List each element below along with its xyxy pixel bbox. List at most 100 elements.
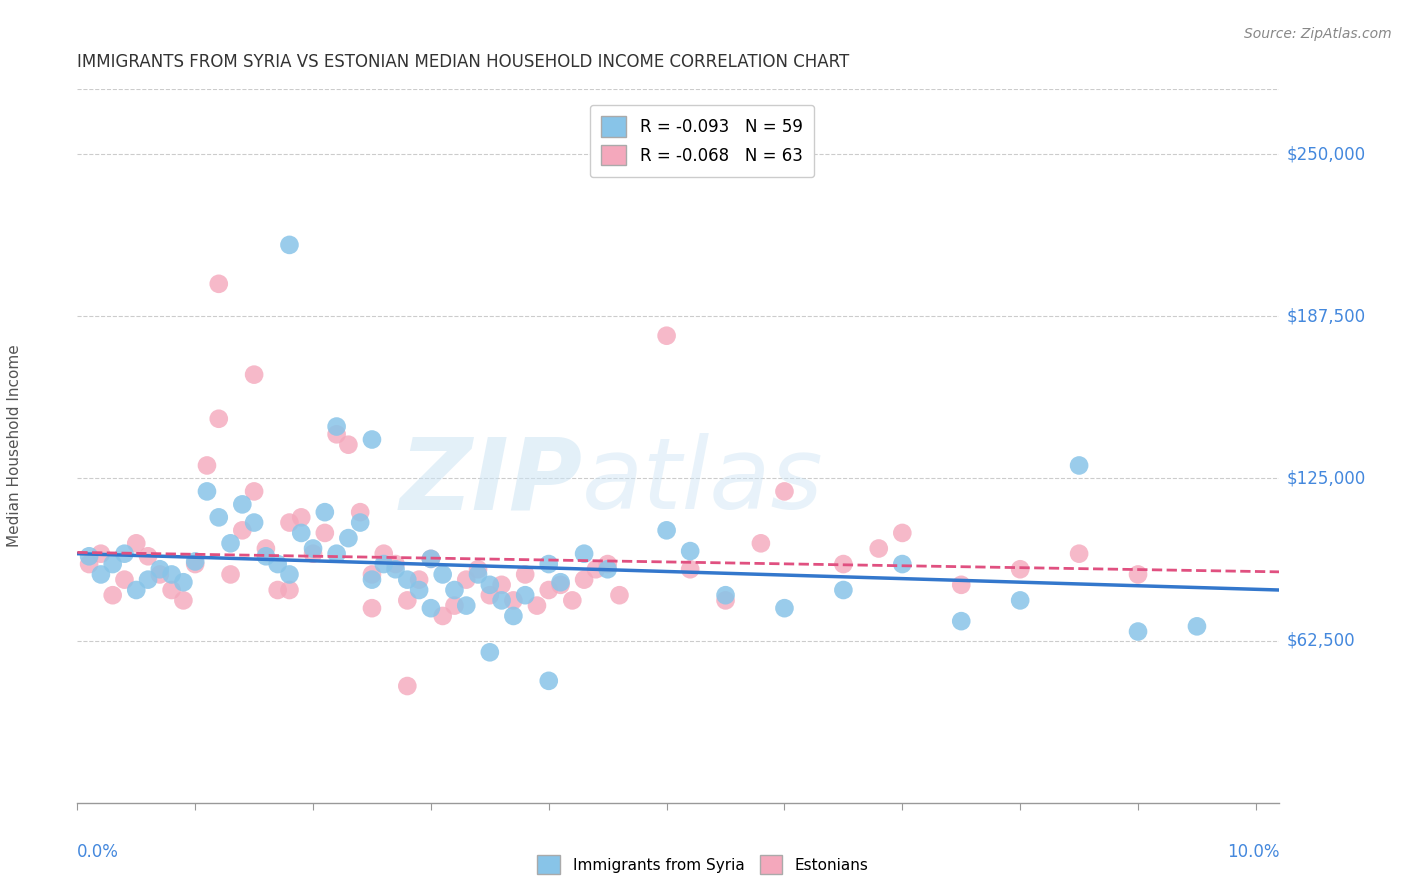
Point xyxy=(101,588,124,602)
Point xyxy=(572,573,595,587)
Point xyxy=(101,557,124,571)
Point xyxy=(243,516,266,530)
Point xyxy=(1185,619,1208,633)
Text: ZIP: ZIP xyxy=(399,434,582,530)
Point xyxy=(290,525,312,540)
Point xyxy=(773,601,796,615)
Point xyxy=(278,567,301,582)
Point xyxy=(219,536,242,550)
Point xyxy=(278,238,301,252)
Point xyxy=(773,484,796,499)
Point xyxy=(419,552,441,566)
Point xyxy=(443,599,465,613)
Point xyxy=(561,593,583,607)
Point xyxy=(208,277,231,291)
Point xyxy=(478,578,501,592)
Point xyxy=(868,541,890,556)
Point xyxy=(114,573,136,587)
Point xyxy=(832,582,855,597)
Point xyxy=(537,582,560,597)
Text: IMMIGRANTS FROM SYRIA VS ESTONIAN MEDIAN HOUSEHOLD INCOME CORRELATION CHART: IMMIGRANTS FROM SYRIA VS ESTONIAN MEDIAN… xyxy=(77,54,849,71)
Point xyxy=(502,593,524,607)
Point xyxy=(337,438,360,452)
Point xyxy=(349,516,371,530)
Point xyxy=(1069,547,1091,561)
Point xyxy=(302,541,325,556)
Text: atlas: atlas xyxy=(582,434,824,530)
Point xyxy=(443,582,465,597)
Point xyxy=(149,562,172,576)
Point xyxy=(408,573,430,587)
Point xyxy=(491,593,513,607)
Point xyxy=(467,562,489,576)
Point xyxy=(195,458,218,473)
Point xyxy=(267,582,290,597)
Point xyxy=(655,328,678,343)
Point xyxy=(184,557,207,571)
Point xyxy=(172,575,194,590)
Point xyxy=(502,609,524,624)
Point xyxy=(278,582,301,597)
Text: Source: ZipAtlas.com: Source: ZipAtlas.com xyxy=(1244,27,1392,41)
Point xyxy=(90,567,112,582)
Point xyxy=(361,573,384,587)
Point xyxy=(373,557,395,571)
Point xyxy=(408,582,430,597)
Point xyxy=(384,562,406,576)
Point xyxy=(419,552,441,566)
Text: Median Household Income: Median Household Income xyxy=(7,344,21,548)
Point xyxy=(325,419,347,434)
Point xyxy=(1126,567,1149,582)
Point xyxy=(550,575,572,590)
Point xyxy=(243,368,266,382)
Point xyxy=(515,567,537,582)
Point xyxy=(832,557,855,571)
Text: $250,000: $250,000 xyxy=(1286,145,1365,163)
Text: 10.0%: 10.0% xyxy=(1227,843,1279,861)
Point xyxy=(419,601,441,615)
Point xyxy=(314,505,336,519)
Point xyxy=(679,544,702,558)
Point xyxy=(950,578,973,592)
Point xyxy=(572,547,595,561)
Text: 0.0%: 0.0% xyxy=(77,843,120,861)
Point xyxy=(172,593,194,607)
Point xyxy=(950,614,973,628)
Point xyxy=(243,484,266,499)
Point xyxy=(373,547,395,561)
Point xyxy=(160,567,183,582)
Point xyxy=(1069,458,1091,473)
Point xyxy=(254,541,277,556)
Point xyxy=(432,567,454,582)
Point xyxy=(231,497,253,511)
Point xyxy=(325,547,347,561)
Point xyxy=(491,578,513,592)
Point xyxy=(596,562,619,576)
Point xyxy=(537,673,560,688)
Point xyxy=(456,599,478,613)
Point xyxy=(208,411,231,425)
Point xyxy=(891,525,914,540)
Point xyxy=(467,567,489,582)
Point xyxy=(515,588,537,602)
Point xyxy=(478,645,501,659)
Point xyxy=(136,549,159,564)
Point xyxy=(361,567,384,582)
Point xyxy=(537,557,560,571)
Point xyxy=(596,557,619,571)
Point xyxy=(267,557,290,571)
Point xyxy=(77,549,100,564)
Text: $62,500: $62,500 xyxy=(1286,632,1355,649)
Point xyxy=(361,433,384,447)
Point xyxy=(432,609,454,624)
Point xyxy=(1126,624,1149,639)
Text: $125,000: $125,000 xyxy=(1286,469,1365,487)
Point xyxy=(195,484,218,499)
Point xyxy=(585,562,607,576)
Point xyxy=(136,573,159,587)
Point xyxy=(349,505,371,519)
Point xyxy=(891,557,914,571)
Point xyxy=(749,536,772,550)
Point xyxy=(208,510,231,524)
Point xyxy=(337,531,360,545)
